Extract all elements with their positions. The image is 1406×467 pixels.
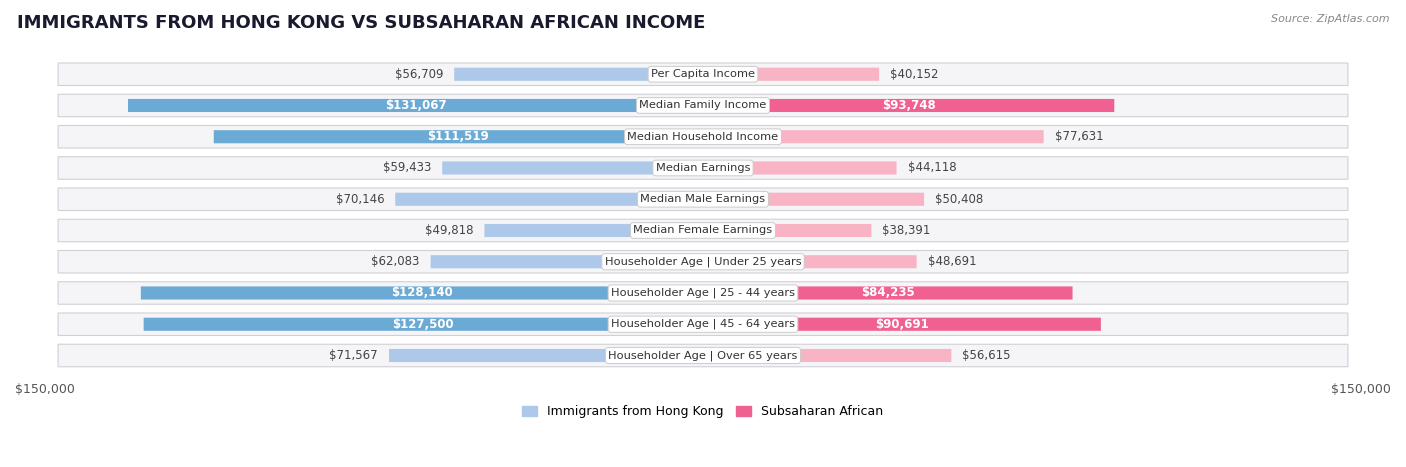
Text: $111,519: $111,519	[427, 130, 489, 143]
FancyBboxPatch shape	[214, 130, 703, 143]
Text: Median Earnings: Median Earnings	[655, 163, 751, 173]
FancyBboxPatch shape	[395, 193, 703, 206]
Text: $90,691: $90,691	[875, 318, 929, 331]
FancyBboxPatch shape	[443, 162, 703, 175]
Text: Householder Age | Over 65 years: Householder Age | Over 65 years	[609, 350, 797, 361]
Text: Source: ZipAtlas.com: Source: ZipAtlas.com	[1271, 14, 1389, 24]
FancyBboxPatch shape	[58, 313, 1348, 335]
Text: $131,067: $131,067	[385, 99, 446, 112]
Text: $59,433: $59,433	[382, 162, 432, 175]
Text: Householder Age | Under 25 years: Householder Age | Under 25 years	[605, 256, 801, 267]
FancyBboxPatch shape	[703, 318, 1101, 331]
FancyBboxPatch shape	[430, 255, 703, 269]
FancyBboxPatch shape	[703, 193, 924, 206]
Text: $128,140: $128,140	[391, 286, 453, 299]
Text: $50,408: $50,408	[935, 193, 983, 206]
Legend: Immigrants from Hong Kong, Subsaharan African: Immigrants from Hong Kong, Subsaharan Af…	[517, 400, 889, 423]
Text: $62,083: $62,083	[371, 255, 419, 268]
Text: Median Family Income: Median Family Income	[640, 100, 766, 111]
FancyBboxPatch shape	[703, 255, 917, 269]
Text: $93,748: $93,748	[882, 99, 935, 112]
Text: $77,631: $77,631	[1054, 130, 1104, 143]
Text: Householder Age | 25 - 44 years: Householder Age | 25 - 44 years	[612, 288, 794, 298]
FancyBboxPatch shape	[703, 99, 1115, 112]
FancyBboxPatch shape	[485, 224, 703, 237]
FancyBboxPatch shape	[703, 286, 1073, 299]
FancyBboxPatch shape	[58, 250, 1348, 273]
FancyBboxPatch shape	[58, 188, 1348, 211]
FancyBboxPatch shape	[58, 157, 1348, 179]
Text: Per Capita Income: Per Capita Income	[651, 69, 755, 79]
FancyBboxPatch shape	[143, 318, 703, 331]
Text: $38,391: $38,391	[883, 224, 931, 237]
FancyBboxPatch shape	[58, 63, 1348, 85]
Text: $70,146: $70,146	[336, 193, 384, 206]
FancyBboxPatch shape	[58, 126, 1348, 148]
FancyBboxPatch shape	[703, 162, 897, 175]
FancyBboxPatch shape	[703, 224, 872, 237]
FancyBboxPatch shape	[128, 99, 703, 112]
Text: Householder Age | 45 - 64 years: Householder Age | 45 - 64 years	[612, 319, 794, 330]
FancyBboxPatch shape	[454, 68, 703, 81]
Text: $44,118: $44,118	[907, 162, 956, 175]
Text: Median Female Earnings: Median Female Earnings	[634, 226, 772, 235]
FancyBboxPatch shape	[58, 344, 1348, 367]
Text: $56,709: $56,709	[395, 68, 443, 81]
Text: $84,235: $84,235	[860, 286, 915, 299]
FancyBboxPatch shape	[703, 130, 1043, 143]
FancyBboxPatch shape	[389, 349, 703, 362]
Text: Median Male Earnings: Median Male Earnings	[641, 194, 765, 204]
Text: $56,615: $56,615	[962, 349, 1011, 362]
Text: $40,152: $40,152	[890, 68, 939, 81]
FancyBboxPatch shape	[703, 68, 879, 81]
FancyBboxPatch shape	[703, 349, 952, 362]
FancyBboxPatch shape	[58, 94, 1348, 117]
Text: $71,567: $71,567	[329, 349, 378, 362]
Text: $127,500: $127,500	[392, 318, 454, 331]
Text: IMMIGRANTS FROM HONG KONG VS SUBSAHARAN AFRICAN INCOME: IMMIGRANTS FROM HONG KONG VS SUBSAHARAN …	[17, 14, 706, 32]
Text: Median Household Income: Median Household Income	[627, 132, 779, 142]
Text: $49,818: $49,818	[425, 224, 474, 237]
FancyBboxPatch shape	[58, 219, 1348, 242]
FancyBboxPatch shape	[141, 286, 703, 299]
Text: $48,691: $48,691	[928, 255, 976, 268]
FancyBboxPatch shape	[58, 282, 1348, 304]
